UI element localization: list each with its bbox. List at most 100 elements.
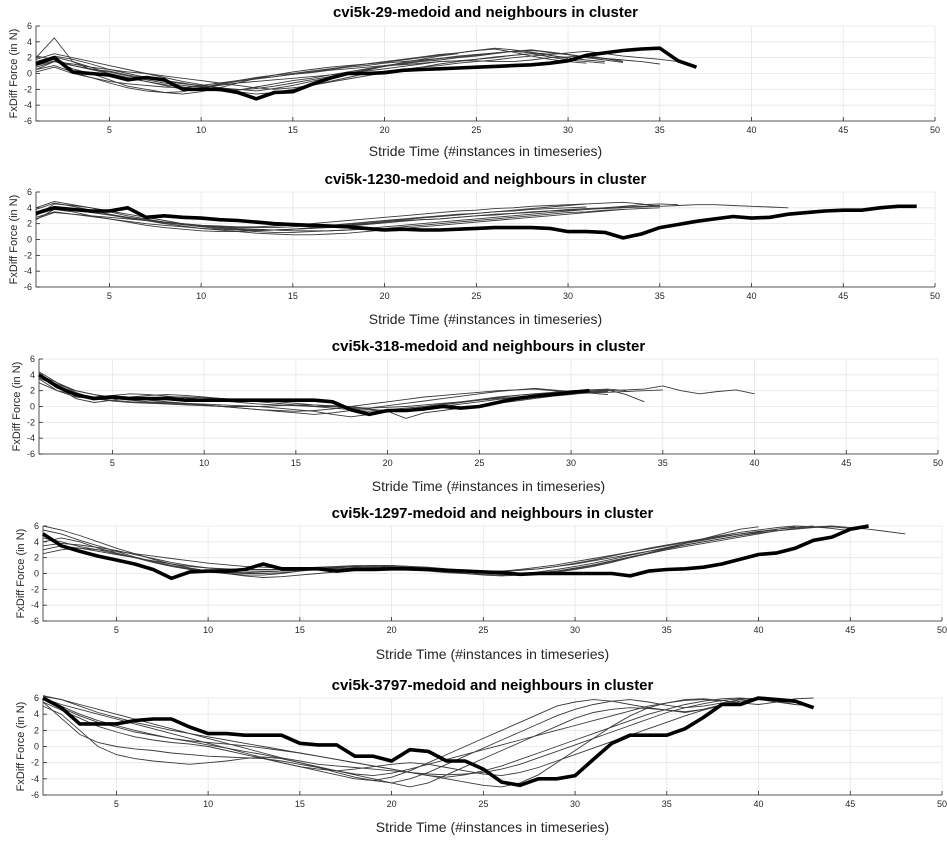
x-tick-label: 45 bbox=[845, 625, 855, 635]
x-tick-label: 10 bbox=[196, 125, 206, 135]
y-tick-label: -6 bbox=[31, 790, 39, 800]
medoid-series-line bbox=[42, 696, 815, 788]
x-tick-label: 30 bbox=[563, 125, 573, 135]
x-tick-label: 35 bbox=[655, 125, 665, 135]
x-tick-label: 5 bbox=[110, 458, 115, 468]
x-tick-label: 15 bbox=[295, 799, 305, 809]
neighbour-series-line bbox=[38, 375, 627, 418]
y-axis-label: FxDiff Force (in N) bbox=[11, 362, 23, 452]
y-tick-label: -6 bbox=[27, 449, 35, 459]
x-tick-label: 5 bbox=[107, 125, 112, 135]
y-tick-label: -2 bbox=[31, 584, 39, 594]
chart-4: 5 10 15 20 25 30 35 40 45 50 -6 -4 -2 0 2 4 6 cvi5k-1297-… bbox=[15, 505, 947, 662]
x-tick-label: 15 bbox=[295, 625, 305, 635]
y-tick-label: -2 bbox=[24, 84, 32, 94]
y-tick-label: 6 bbox=[30, 354, 35, 364]
y-tick-label: -4 bbox=[31, 774, 39, 784]
y-tick-label: -2 bbox=[24, 250, 32, 260]
x-tick-label: 40 bbox=[754, 625, 764, 635]
x-tick-label: 25 bbox=[478, 799, 488, 809]
x-tick-label: 5 bbox=[107, 291, 112, 301]
x-tick-label: 35 bbox=[662, 799, 672, 809]
x-tick-label: 15 bbox=[291, 458, 301, 468]
y-tick-label: 6 bbox=[34, 693, 39, 703]
neighbour-series-line bbox=[35, 48, 587, 95]
x-tick-label: 50 bbox=[937, 799, 947, 809]
x-tick-label: 5 bbox=[114, 799, 119, 809]
y-tick-label: 4 bbox=[27, 37, 32, 47]
x-tick-label: 10 bbox=[199, 458, 209, 468]
x-tick-label: 10 bbox=[196, 291, 206, 301]
x-tick-label: 20 bbox=[387, 799, 397, 809]
x-tick-label: 45 bbox=[838, 125, 848, 135]
y-tick-label: 4 bbox=[34, 709, 39, 719]
y-tick-label: -2 bbox=[31, 758, 39, 768]
x-tick-label: 30 bbox=[570, 625, 580, 635]
neighbour-series-line bbox=[42, 697, 777, 781]
y-tick-label: -4 bbox=[31, 600, 39, 610]
x-tick-label: 30 bbox=[566, 458, 576, 468]
x-tick-label: 35 bbox=[658, 458, 668, 468]
y-tick-label: -6 bbox=[31, 616, 39, 626]
x-tick-label: 50 bbox=[930, 291, 940, 301]
y-tick-label: 2 bbox=[34, 725, 39, 735]
x-tick-label: 50 bbox=[930, 125, 940, 135]
x-axis-label: Stride Time (#instances in timeseries) bbox=[372, 478, 605, 494]
x-tick-label: 50 bbox=[937, 625, 947, 635]
x-tick-label: 20 bbox=[380, 291, 390, 301]
neighbour-series-line bbox=[35, 207, 660, 232]
x-axis-label: Stride Time (#instances in timeseries) bbox=[369, 311, 602, 327]
x-tick-label: 15 bbox=[288, 291, 298, 301]
y-tick-label: 0 bbox=[27, 235, 32, 245]
medoid-series-line bbox=[35, 204, 917, 240]
y-axis-label: FxDiff Force (in N) bbox=[8, 195, 20, 285]
x-tick-label: 20 bbox=[380, 125, 390, 135]
y-tick-label: -4 bbox=[24, 266, 32, 276]
x-tick-label: 40 bbox=[750, 458, 760, 468]
medoid-series-line bbox=[38, 373, 590, 417]
y-tick-label: 2 bbox=[27, 219, 32, 229]
y-tick-label: -4 bbox=[24, 100, 32, 110]
x-tick-label: 35 bbox=[655, 291, 665, 301]
x-tick-label: 45 bbox=[838, 291, 848, 301]
y-tick-label: 0 bbox=[34, 569, 39, 579]
neighbour-series-line bbox=[42, 697, 759, 777]
medoid-series-line bbox=[35, 46, 698, 101]
x-axis-label: Stride Time (#instances in timeseries) bbox=[376, 819, 609, 835]
x-tick-label: 45 bbox=[841, 458, 851, 468]
y-tick-label: 4 bbox=[30, 370, 35, 380]
x-tick-label: 20 bbox=[387, 625, 397, 635]
chart-title: cvi5k-29-medoid and neighbours in cluste… bbox=[333, 4, 638, 21]
x-tick-label: 40 bbox=[754, 799, 764, 809]
y-tick-label: 2 bbox=[34, 553, 39, 563]
y-tick-label: 2 bbox=[30, 386, 35, 396]
x-tick-label: 35 bbox=[662, 625, 672, 635]
x-tick-label: 30 bbox=[570, 799, 580, 809]
x-tick-label: 30 bbox=[563, 291, 573, 301]
neighbour-series-line bbox=[42, 695, 777, 776]
x-tick-label: 25 bbox=[474, 458, 484, 468]
y-tick-label: -6 bbox=[24, 282, 32, 292]
chart-title: cvi5k-1230-medoid and neighbours in clus… bbox=[325, 171, 647, 188]
y-tick-label: 4 bbox=[34, 537, 39, 547]
neighbour-series-line bbox=[35, 47, 569, 93]
y-tick-label: 6 bbox=[34, 521, 39, 531]
neighbour-series-line bbox=[42, 525, 851, 578]
neighbour-series-line bbox=[35, 52, 624, 89]
y-tick-label: 6 bbox=[27, 21, 32, 31]
x-tick-label: 25 bbox=[471, 125, 481, 135]
neighbour-series-line bbox=[42, 697, 814, 778]
y-tick-label: 0 bbox=[30, 402, 35, 412]
y-tick-label: -4 bbox=[27, 433, 35, 443]
x-tick-label: 15 bbox=[288, 125, 298, 135]
x-tick-label: 40 bbox=[747, 125, 757, 135]
x-tick-label: 40 bbox=[747, 291, 757, 301]
x-tick-label: 25 bbox=[471, 291, 481, 301]
y-tick-label: 0 bbox=[34, 742, 39, 752]
chart-2: 5 10 15 20 25 30 35 40 45 50 -6 -4 -2 0 2 4 6 cvi5k-1230-… bbox=[8, 171, 940, 327]
neighbour-series-line bbox=[35, 201, 660, 228]
y-tick-label: 6 bbox=[27, 187, 32, 197]
y-axis-label: FxDiff Force (in N) bbox=[8, 29, 20, 119]
chart-1: 5 10 15 20 25 30 35 40 45 50 -6 -4 -2 0 2 4 6 cvi5k-29-me… bbox=[8, 4, 940, 159]
